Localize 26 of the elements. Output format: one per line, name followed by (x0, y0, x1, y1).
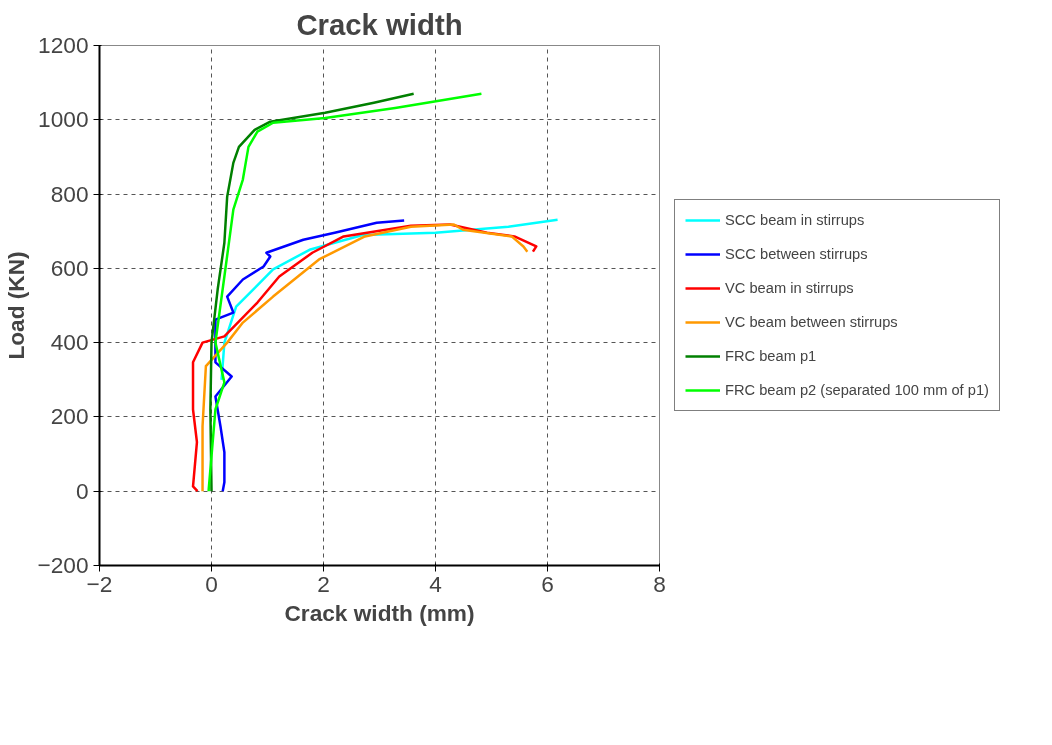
legend-label: VC beam between stirrups (725, 314, 898, 330)
legend-label: VC beam in stirrups (725, 280, 854, 296)
x-tick-label: 4 (429, 570, 442, 597)
line-series (214, 219, 406, 493)
y-tick-label: −200 (37, 552, 89, 578)
x-tick-label: 0 (205, 570, 218, 597)
legend-label: FRC beam p1 (725, 348, 817, 364)
x-axis-title: Crack width (mm) (284, 599, 475, 626)
legend-label: FRC beam p2 (separated 100 mm of p1) (725, 382, 989, 398)
legend-label: SCC beam in stirrups (725, 212, 865, 228)
x-tick-label: 6 (541, 570, 554, 597)
x-tick-label: 8 (653, 570, 666, 597)
x-tick-label: 2 (317, 570, 330, 597)
line-series (207, 92, 483, 493)
y-tick-label: 800 (50, 180, 89, 207)
y-tick-label: 1200 (38, 32, 89, 58)
line-series (209, 92, 415, 493)
y-tick-label: 0 (75, 477, 89, 504)
legend-label: SCC between stirrups (725, 246, 868, 262)
x-tick-label: −2 (86, 570, 113, 597)
y-tick-label: 600 (50, 254, 89, 281)
y-tick-label: 400 (50, 329, 89, 356)
y-tick-label: 200 (50, 403, 89, 430)
y-tick-label: 1000 (38, 106, 89, 133)
y-axis-title: Load (KN) (3, 251, 30, 360)
chart-title: Crack width (296, 7, 463, 41)
